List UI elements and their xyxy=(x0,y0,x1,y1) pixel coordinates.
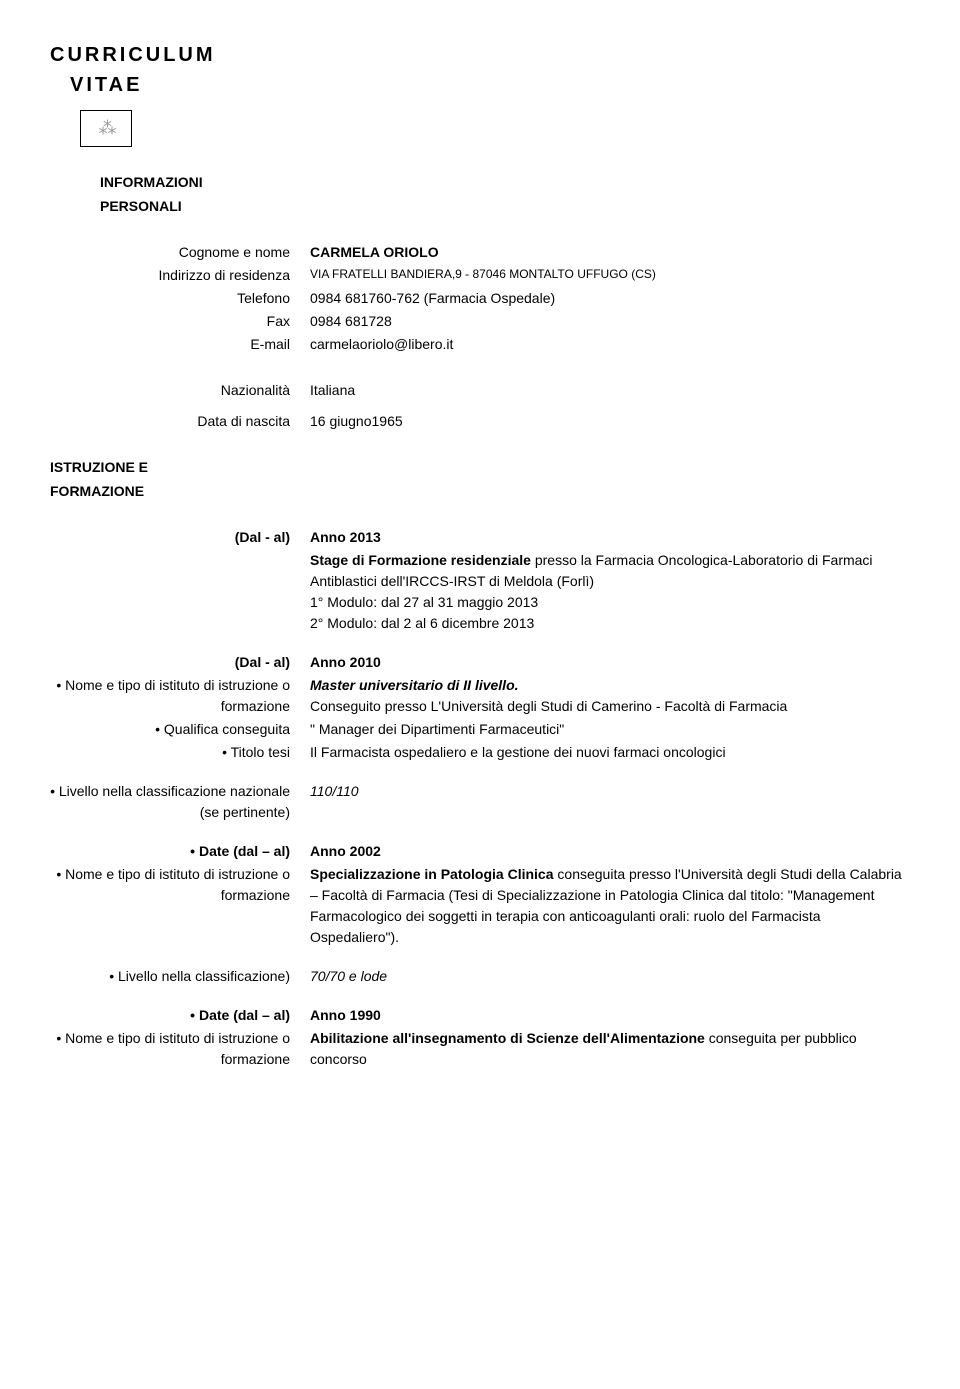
label-1990-institute: • Nome e tipo di istituto di istruzione … xyxy=(50,1028,310,1070)
master-desc: Conseguito presso L'Università degli Stu… xyxy=(310,698,787,714)
label-phone: Telefono xyxy=(50,288,310,309)
value-2013-desc: Stage di Formazione residenziale presso … xyxy=(310,550,910,634)
label-2010-date: (Dal - al) xyxy=(50,652,310,673)
label-2010-institute: • Nome e tipo di istituto di istruzione … xyxy=(50,675,310,717)
value-2010-institute: Master universitario di II livello. Cons… xyxy=(310,675,910,717)
nationality-block: Nazionalità Italiana Data di nascita 16 … xyxy=(50,380,910,432)
value-2010-date: Anno 2010 xyxy=(310,652,910,673)
row-nationality: Nazionalità Italiana xyxy=(50,380,910,401)
eu-stars-icon: ⁂ xyxy=(99,115,114,142)
row-2010-level: • Livello nella classificazione nazional… xyxy=(50,781,910,823)
row-2013-desc: Stage di Formazione residenziale presso … xyxy=(50,550,910,634)
value-2010-qual: " Manager dei Dipartimenti Farmaceutici" xyxy=(310,719,910,740)
master-title: Master universitario di II livello. xyxy=(310,677,519,693)
personal-fields: Cognome e nome CARMELA ORIOLO Indirizzo … xyxy=(50,242,910,355)
label-2010-level: • Livello nella classificazione nazional… xyxy=(50,781,310,823)
value-2010-thesis: Il Farmacista ospedaliero e la gestione … xyxy=(310,742,910,763)
cv-header: CURRICULUM VITAE ⁂ xyxy=(50,40,910,147)
label-nationality: Nazionalità xyxy=(50,380,310,401)
label-2002-level: • Livello nella classificazione) xyxy=(50,966,310,987)
row-2002-date: • Date (dal – al) Anno 2002 xyxy=(50,841,910,862)
row-name: Cognome e nome CARMELA ORIOLO xyxy=(50,242,910,263)
label-email: E-mail xyxy=(50,334,310,355)
row-2002-institute: • Nome e tipo di istituto di istruzione … xyxy=(50,864,910,948)
value-nationality: Italiana xyxy=(310,380,910,401)
entry-2010: (Dal - al) Anno 2010 • Nome e tipo di is… xyxy=(50,652,910,763)
entry-2013: (Dal - al) Anno 2013 Stage di Formazione… xyxy=(50,527,910,634)
row-address: Indirizzo di residenza VIA FRATELLI BAND… xyxy=(50,265,910,286)
header-subtitle: VITAE xyxy=(70,70,910,100)
row-2010-thesis: • Titolo tesi Il Farmacista ospedaliero … xyxy=(50,742,910,763)
value-email: carmelaoriolo@libero.it xyxy=(310,334,910,355)
mod1: 1° Modulo: dal 27 al 31 maggio 2013 xyxy=(310,594,538,610)
label-address: Indirizzo di residenza xyxy=(50,265,310,286)
label-2013-empty xyxy=(50,550,310,634)
entry-2010-level: • Livello nella classificazione nazional… xyxy=(50,781,910,823)
value-2002-date: Anno 2002 xyxy=(310,841,910,862)
row-2010-qual: • Qualifica conseguita " Manager dei Dip… xyxy=(50,719,910,740)
value-name: CARMELA ORIOLO xyxy=(310,242,910,263)
education-heading-sub: FORMAZIONE xyxy=(50,481,910,502)
value-dob: 16 giugno1965 xyxy=(310,411,910,432)
value-fax: 0984 681728 xyxy=(310,311,910,332)
entry-1990: • Date (dal – al) Anno 1990 • Nome e tip… xyxy=(50,1005,910,1070)
row-phone: Telefono 0984 681760-762 (Farmacia Osped… xyxy=(50,288,910,309)
personal-heading-sub: PERSONALI xyxy=(100,196,910,217)
eu-flag-icon: ⁂ xyxy=(80,110,132,147)
value-2010-level: 110/110 xyxy=(310,781,910,823)
label-2002-institute: • Nome e tipo di istituto di istruzione … xyxy=(50,864,310,948)
education-heading: ISTRUZIONE E xyxy=(50,457,910,478)
value-1990-institute: Abilitazione all'insegnamento di Scienze… xyxy=(310,1028,910,1070)
label-2002-date: • Date (dal – al) xyxy=(50,841,310,862)
label-dob: Data di nascita xyxy=(50,411,310,432)
label-1990-date: • Date (dal – al) xyxy=(50,1005,310,1026)
row-2010-date: (Dal - al) Anno 2010 xyxy=(50,652,910,673)
value-phone: 0984 681760-762 (Farmacia Ospedale) xyxy=(310,288,910,309)
spec-title: Specializzazione in Patologia Clinica xyxy=(310,866,554,882)
entry-2002-level: • Livello nella classificazione) 70/70 e… xyxy=(50,966,910,987)
label-fax: Fax xyxy=(50,311,310,332)
mod2: 2° Modulo: dal 2 al 6 dicembre 2013 xyxy=(310,615,534,631)
personal-info-section: INFORMAZIONI PERSONALI xyxy=(50,172,910,217)
row-1990-date: • Date (dal – al) Anno 1990 xyxy=(50,1005,910,1026)
value-address: VIA FRATELLI BANDIERA,9 - 87046 MONTALTO… xyxy=(310,265,910,286)
value-2013-date: Anno 2013 xyxy=(310,527,910,548)
value-2002-level: 70/70 e lode xyxy=(310,966,910,987)
row-1990-institute: • Nome e tipo di istituto di istruzione … xyxy=(50,1028,910,1070)
personal-heading: INFORMAZIONI xyxy=(100,172,910,193)
label-2010-qual: • Qualifica conseguita xyxy=(50,719,310,740)
row-fax: Fax 0984 681728 xyxy=(50,311,910,332)
value-2002-institute: Specializzazione in Patologia Clinica co… xyxy=(310,864,910,948)
row-dob: Data di nascita 16 giugno1965 xyxy=(50,411,910,432)
education-heading-block: ISTRUZIONE E FORMAZIONE xyxy=(50,457,910,502)
label-2013-date: (Dal - al) xyxy=(50,527,310,548)
stage-bold: Stage di Formazione residenziale xyxy=(310,552,531,568)
abil-title: Abilitazione all'insegnamento di Scienze… xyxy=(310,1030,705,1046)
row-2002-level: • Livello nella classificazione) 70/70 e… xyxy=(50,966,910,987)
value-1990-date: Anno 1990 xyxy=(310,1005,910,1026)
label-name: Cognome e nome xyxy=(50,242,310,263)
row-email: E-mail carmelaoriolo@libero.it xyxy=(50,334,910,355)
header-title: CURRICULUM xyxy=(50,40,910,70)
row-2010-institute: • Nome e tipo di istituto di istruzione … xyxy=(50,675,910,717)
entry-2002: • Date (dal – al) Anno 2002 • Nome e tip… xyxy=(50,841,910,948)
row-2013-date: (Dal - al) Anno 2013 xyxy=(50,527,910,548)
label-2010-thesis: • Titolo tesi xyxy=(50,742,310,763)
